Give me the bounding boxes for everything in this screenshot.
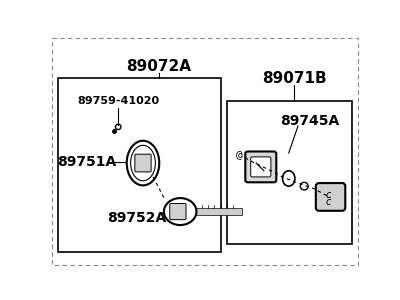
Text: @: @: [236, 150, 242, 160]
Bar: [58, 78, 220, 252]
Text: 89745A: 89745A: [280, 114, 339, 128]
Text: 89752A: 89752A: [107, 212, 166, 226]
Text: 89751A: 89751A: [58, 154, 117, 169]
FancyBboxPatch shape: [316, 183, 345, 211]
FancyBboxPatch shape: [251, 157, 271, 177]
Ellipse shape: [127, 141, 159, 185]
Ellipse shape: [282, 171, 295, 186]
Text: c: c: [326, 190, 331, 200]
Text: 89759-41020: 89759-41020: [77, 96, 159, 106]
Text: 89071B: 89071B: [262, 71, 326, 86]
Text: c: c: [326, 197, 331, 207]
FancyBboxPatch shape: [135, 154, 151, 172]
Circle shape: [116, 124, 121, 130]
FancyBboxPatch shape: [245, 152, 276, 182]
Bar: [227, 101, 352, 244]
Ellipse shape: [164, 198, 196, 225]
Polygon shape: [196, 208, 242, 215]
Text: 89072A: 89072A: [126, 59, 191, 74]
Circle shape: [300, 182, 308, 190]
FancyBboxPatch shape: [170, 203, 186, 220]
